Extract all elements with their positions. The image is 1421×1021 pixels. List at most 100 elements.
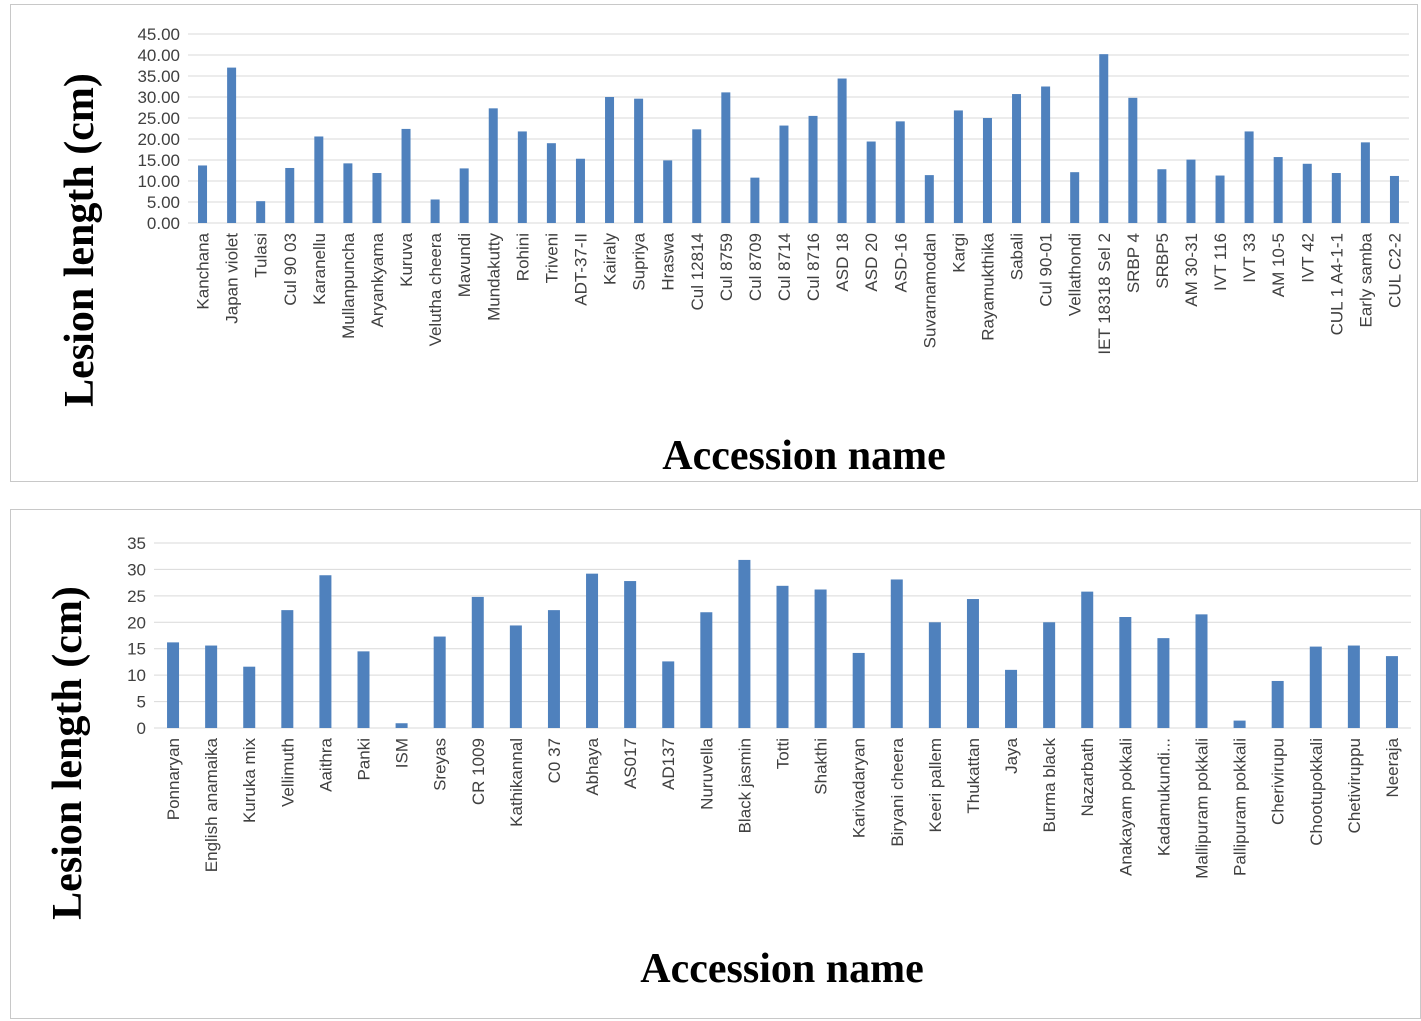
bar <box>1309 646 1322 728</box>
x-tick-label: IVT 42 <box>1298 233 1317 283</box>
x-tick-label: Karivadaryan <box>850 738 869 838</box>
x-tick-label: Abhaya <box>583 737 602 795</box>
x-tick-label: ISM <box>393 738 412 768</box>
x-tick-label: Velutha cheera <box>426 232 445 346</box>
x-tick-label: Early samba <box>1356 232 1375 327</box>
bar <box>509 625 522 728</box>
x-tick-label: AS017 <box>621 738 640 789</box>
bar <box>1005 669 1018 728</box>
bar <box>692 129 702 223</box>
bar <box>1360 142 1370 223</box>
x-tick-label: Aaithra <box>316 737 335 791</box>
x-tick-label: Kargi <box>949 233 968 273</box>
bar <box>372 173 382 223</box>
y-tick-label: 25.00 <box>137 109 180 128</box>
bar <box>1244 131 1254 223</box>
bar <box>1271 680 1284 728</box>
x-tick-label: Keeri pallem <box>926 738 945 833</box>
bar <box>547 610 560 728</box>
x-tick-label: Suvarnamodan <box>920 233 939 348</box>
x-tick-label: English anamaika <box>202 737 221 872</box>
chart-panel-top: 0.00 5.00 10.00 15.00 20.00 25.00 30.00 35.00 40… <box>10 4 1418 482</box>
bar <box>314 136 324 223</box>
bar <box>433 636 446 728</box>
x-tick-label: AD137 <box>659 738 678 790</box>
x-tick-label: ASD 20 <box>862 233 881 292</box>
x-axis-title: Accession name <box>640 946 923 992</box>
bar <box>982 118 992 223</box>
x-tick-label: Triveni <box>542 233 561 283</box>
bar <box>700 612 713 728</box>
x-tick-label: Burma black <box>1040 738 1059 833</box>
x-tick-label: Nazarbath <box>1078 738 1097 816</box>
bar <box>1043 622 1056 728</box>
x-tick-label: Anakayam pokkali <box>1116 738 1135 876</box>
x-tick-label: Cul 90-01 <box>1037 233 1056 307</box>
bar <box>721 92 731 223</box>
bar <box>924 175 934 223</box>
bar <box>488 108 498 223</box>
bar <box>814 589 827 728</box>
y-tick-label: 15 <box>127 640 146 659</box>
bar <box>634 98 644 223</box>
bar <box>776 585 789 728</box>
x-tick-label: Cul 8759 <box>717 233 736 301</box>
x-tick-label: CUL 1 A4-1-1 <box>1327 233 1346 335</box>
y-tick-label: 35.00 <box>137 67 180 86</box>
x-tick-label: Nuruvella <box>697 737 716 809</box>
bar <box>1215 175 1225 223</box>
y-tick-label: 25 <box>127 587 146 606</box>
x-tick-label: IVT 116 <box>1211 233 1230 291</box>
bar <box>1119 617 1132 728</box>
lesion-length-chart-bottom: 0 5 10 15 20 25 30 35 Ponnaryan English anamaika… <box>45 534 1411 992</box>
x-tick-label: SRBP5 <box>1153 233 1172 289</box>
y-tick-label: 5.00 <box>147 193 180 212</box>
bar <box>738 559 751 728</box>
y-tick-label: 30 <box>127 560 146 579</box>
bar <box>605 97 615 223</box>
x-tick-label: ASD 18 <box>833 233 852 292</box>
x-tick-label: Kanchana <box>194 232 213 309</box>
bar <box>1012 94 1022 223</box>
x-tick-label: Sreyas <box>431 738 450 791</box>
x-tick-label: CR 1009 <box>469 738 488 805</box>
bar <box>966 599 979 728</box>
bar <box>256 201 266 223</box>
y-tick-label: 20 <box>127 613 146 632</box>
bar <box>1302 163 1312 223</box>
x-tick-label: Rohini <box>513 233 532 281</box>
bar <box>663 160 673 223</box>
bar <box>575 158 585 223</box>
bar <box>357 651 370 728</box>
x-tick-label: Black jasmin <box>735 738 754 833</box>
x-tick-label: Kathikannal <box>507 738 526 827</box>
bar <box>1157 638 1170 728</box>
bar <box>1233 720 1246 728</box>
x-tick-label: Rayamukthika <box>978 232 997 340</box>
bar <box>808 115 818 223</box>
x-tick-label: Sabali <box>1008 233 1027 280</box>
bar <box>401 128 411 223</box>
x-tick-label: Ponnaryan <box>164 738 183 820</box>
x-tick-label: Chetiviruppu <box>1345 738 1364 833</box>
x-tick-label: Aryankyama <box>368 232 387 327</box>
bar <box>243 666 256 728</box>
y-tick-label: 35 <box>127 534 146 553</box>
chart-panel-bottom: 0 5 10 15 20 25 30 35 Ponnaryan English anamaika… <box>10 509 1421 1019</box>
x-tick-label: SRBP 4 <box>1124 233 1143 293</box>
x-tick-label: Pallipuram pokkali <box>1231 738 1250 876</box>
x-axis-title: Accession name <box>662 433 945 479</box>
bar <box>662 661 675 728</box>
bar <box>1157 169 1167 223</box>
bar <box>953 110 963 223</box>
bar <box>837 78 847 224</box>
x-tick-label: Japan violet <box>223 233 242 324</box>
bar <box>895 121 905 223</box>
bar <box>281 610 294 728</box>
bar <box>285 167 295 223</box>
y-axis-title: Lesion length (cm) <box>57 73 103 407</box>
x-tick-label: Hraswa <box>659 232 678 290</box>
x-tick-label: AM 10-5 <box>1269 233 1288 297</box>
x-tick-label: Mavundi <box>455 233 474 297</box>
bar <box>198 165 208 223</box>
